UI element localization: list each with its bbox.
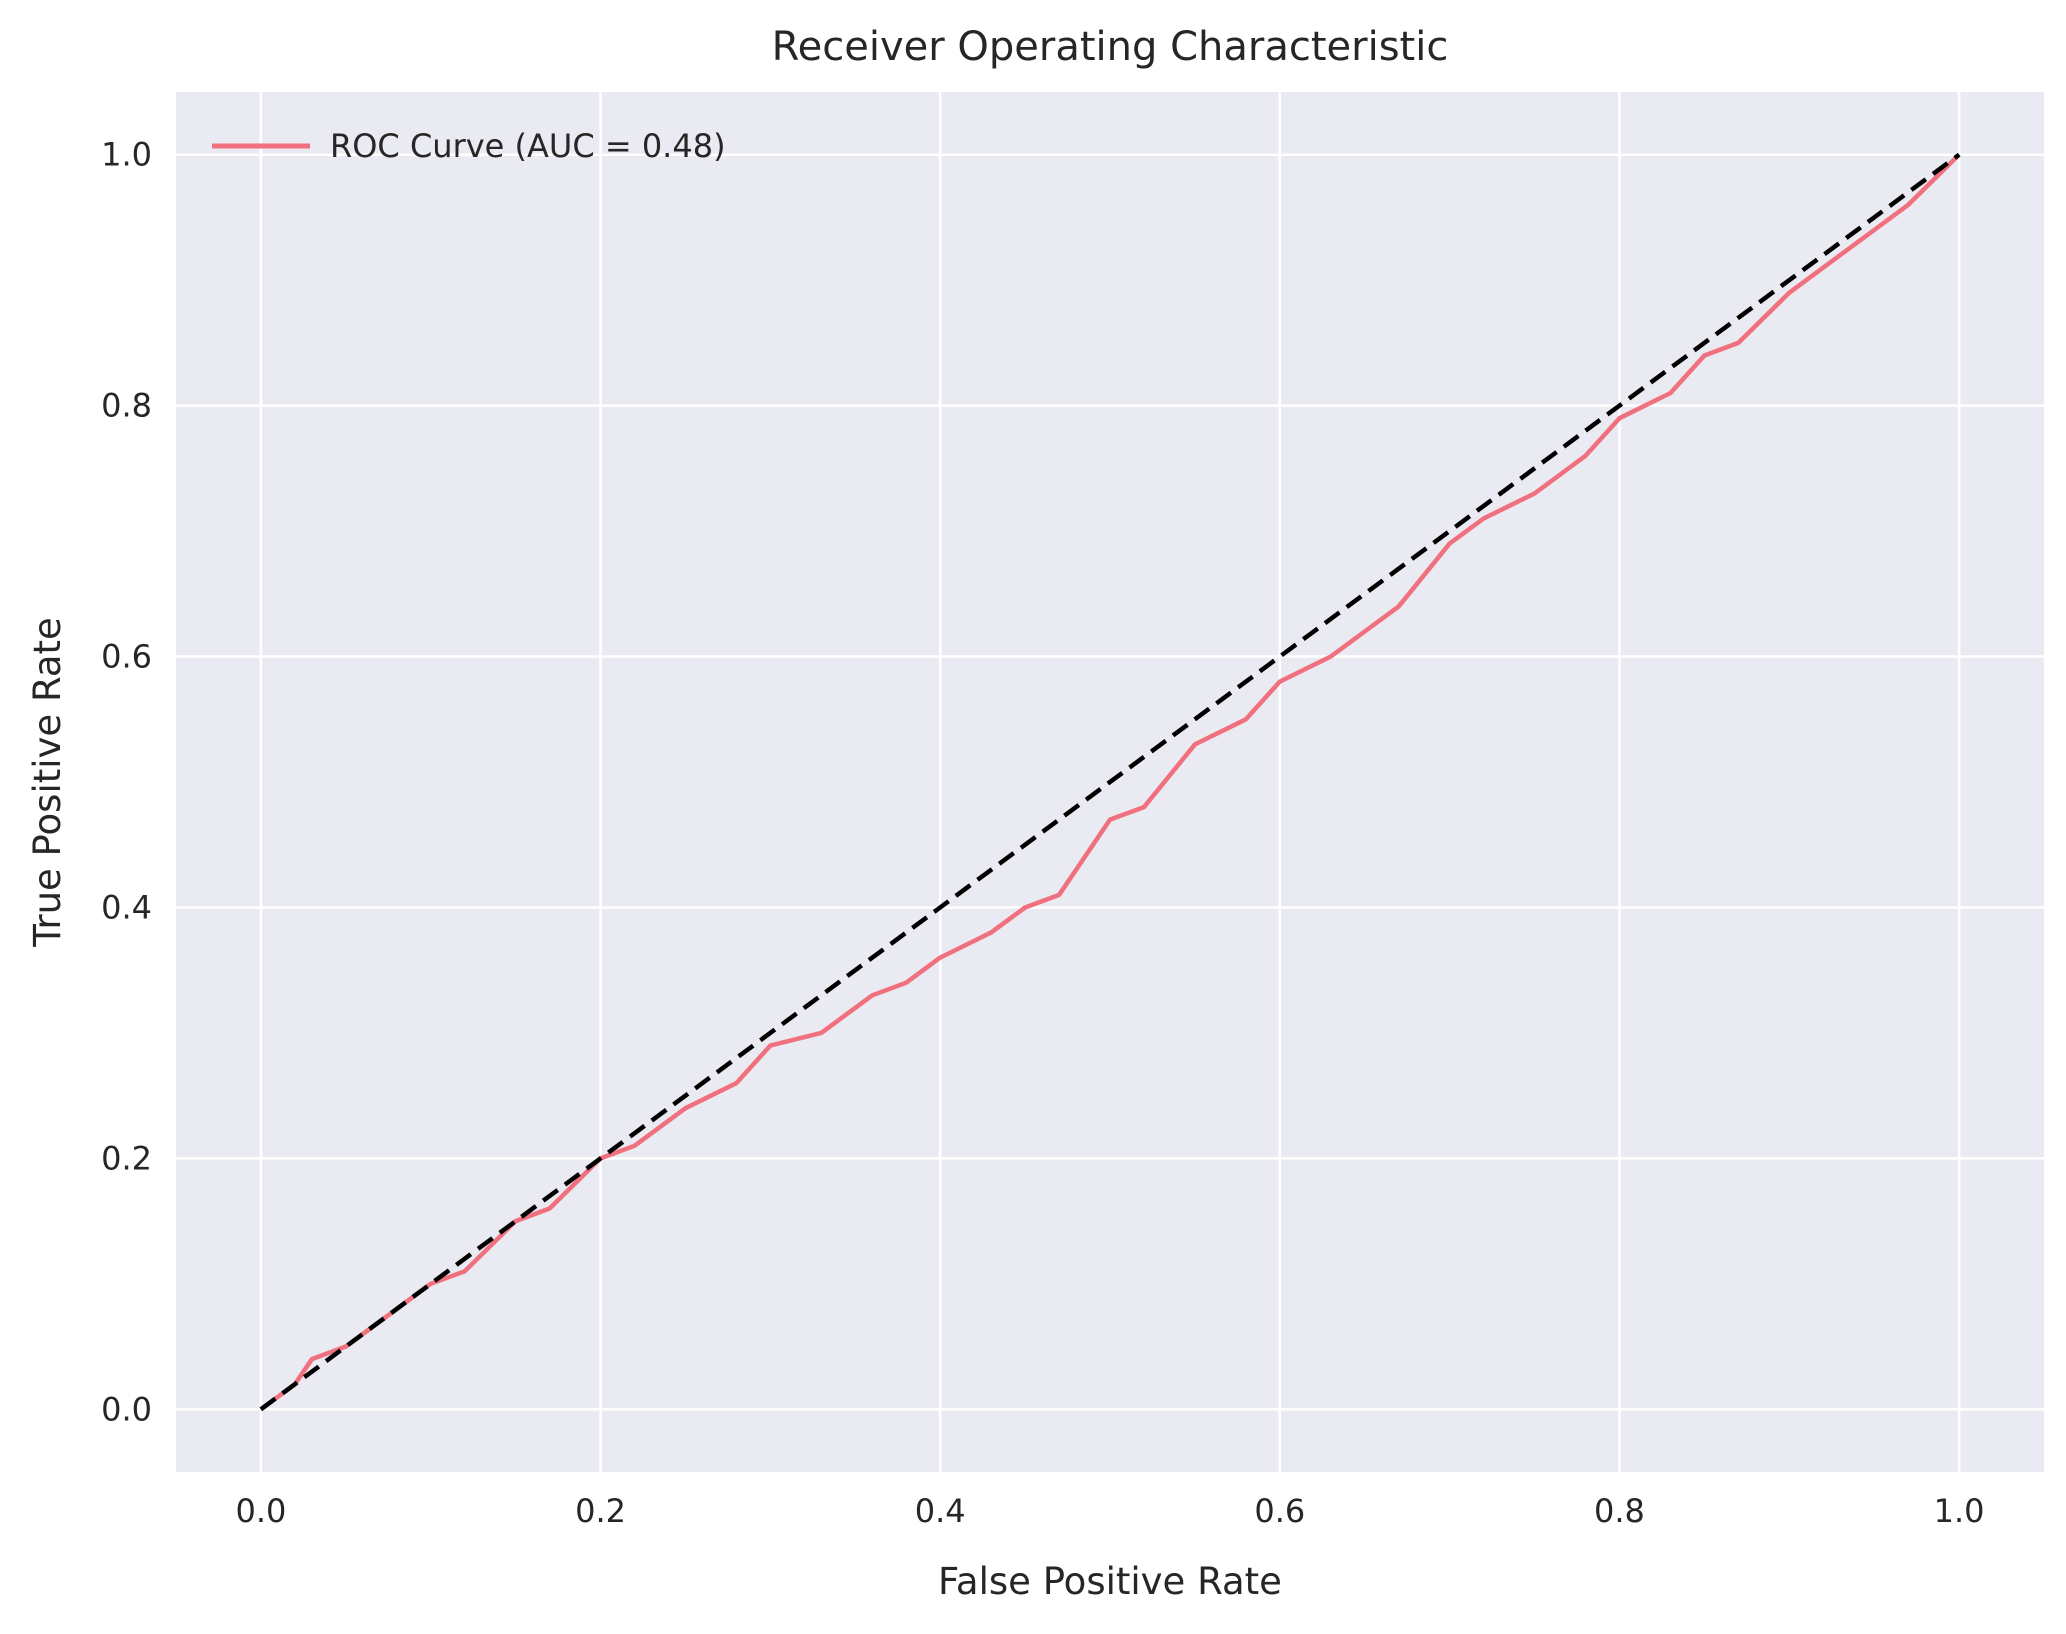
y-tick-labels: 0.0 0.2 0.4 0.6 0.8 1.0 — [101, 136, 152, 1429]
y-tick-label: 1.0 — [101, 136, 152, 174]
y-gridlines — [176, 153, 2044, 1411]
x-axis-label: False Positive Rate — [938, 1560, 1282, 1603]
y-axis-label: True Positive Rate — [26, 617, 69, 948]
chart-title: Receiver Operating Characteristic — [772, 24, 1449, 70]
x-tick-label: 0.6 — [1254, 1492, 1305, 1530]
legend-label-roc: ROC Curve (AUC = 0.48) — [330, 127, 726, 165]
y-tick-label: 0.0 — [101, 1390, 152, 1428]
legend: ROC Curve (AUC = 0.48) — [212, 127, 726, 165]
x-tick-label: 0.4 — [915, 1492, 966, 1530]
x-tick-labels: 0.0 0.2 0.4 0.6 0.8 1.0 — [235, 1492, 1984, 1530]
x-tick-label: 0.8 — [1594, 1492, 1645, 1530]
y-tick-label: 0.4 — [101, 888, 152, 926]
y-tick-label: 0.8 — [101, 387, 152, 425]
series-layer — [259, 152, 1961, 1412]
y-tick-label: 0.6 — [101, 638, 152, 676]
chance-diagonal-line — [259, 152, 1961, 1412]
x-tick-label: 1.0 — [1934, 1492, 1985, 1530]
x-tick-label: 0.2 — [575, 1492, 626, 1530]
y-tick-label: 0.2 — [101, 1139, 152, 1177]
x-tick-label: 0.0 — [235, 1492, 286, 1530]
x-gridlines — [259, 92, 1961, 1472]
